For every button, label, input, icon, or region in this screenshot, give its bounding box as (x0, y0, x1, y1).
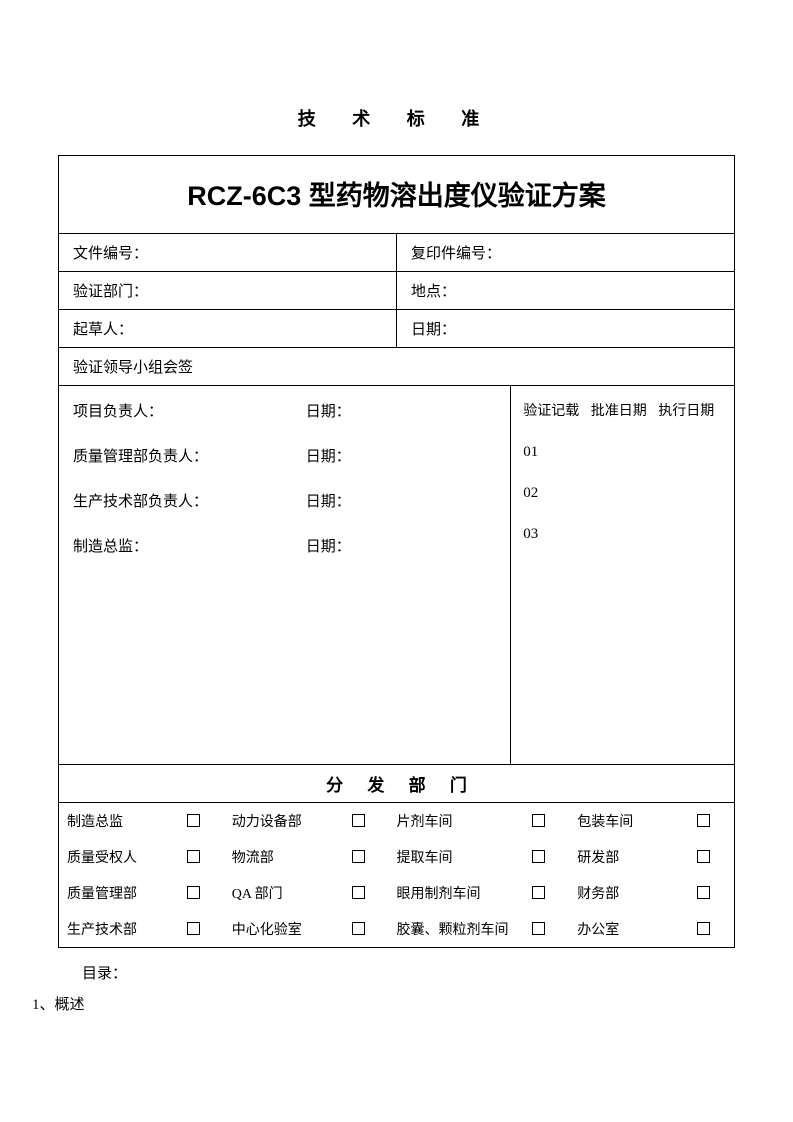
doc-no-label: 文件编号： (59, 234, 397, 272)
distribution-title: 分 发 部 门 (59, 765, 734, 803)
verify-dept-label: 验证部门： (59, 272, 397, 310)
checkbox-icon[interactable] (697, 814, 710, 827)
form-box: RCZ-6C3 型药物溶出度仪验证方案 文件编号： 复印件编号： 验证部门： 地… (58, 155, 735, 948)
checkbox-icon[interactable] (352, 850, 365, 863)
record-header: 验证记载 批准日期 执行日期 (523, 400, 726, 420)
checkbox-icon[interactable] (187, 922, 200, 935)
checkbox-icon[interactable] (352, 814, 365, 827)
checkbox-icon[interactable] (697, 886, 710, 899)
dist-row: 质量受权人 物流部 提取车间 研发部 (59, 839, 734, 875)
dist-dept: 质量受权人 (59, 839, 179, 875)
checkbox-icon[interactable] (697, 850, 710, 863)
sign-role-1: 质量管理部负责人： (73, 445, 306, 466)
record-h2: 批准日期 (591, 404, 647, 419)
dist-dept: 提取车间 (388, 839, 524, 875)
dist-dept: 包装车间 (569, 803, 689, 839)
countersign-label: 验证领导小组会签 (59, 348, 734, 386)
sign-role-2: 生产技术部负责人： (73, 490, 306, 511)
checkbox-icon[interactable] (187, 850, 200, 863)
date-label: 日期： (397, 310, 735, 348)
dist-dept: 眼用制剂车间 (388, 875, 524, 911)
record-line-2: 03 (523, 526, 726, 543)
signature-left: 项目负责人： 日期： 质量管理部负责人： 日期： 生产技术部负责人： 日期： 制… (59, 386, 511, 764)
record-line-0: 01 (523, 444, 726, 461)
record-line-1: 02 (523, 485, 726, 502)
signature-block: 项目负责人： 日期： 质量管理部负责人： 日期： 生产技术部负责人： 日期： 制… (59, 386, 734, 765)
checkbox-icon[interactable] (352, 886, 365, 899)
dist-dept: 生产技术部 (59, 911, 179, 947)
dist-dept: 动力设备部 (224, 803, 344, 839)
dist-dept: 中心化验室 (224, 911, 344, 947)
dist-dept: 研发部 (569, 839, 689, 875)
sign-date-3: 日期： (306, 535, 496, 556)
sign-role-0: 项目负责人： (73, 400, 306, 421)
signature-right: 验证记载 批准日期 执行日期 01 02 03 (511, 386, 734, 764)
checkbox-icon[interactable] (532, 886, 545, 899)
dist-dept: 片剂车间 (388, 803, 524, 839)
sign-date-0: 日期： (306, 400, 496, 421)
drafter-label: 起草人： (59, 310, 397, 348)
header-label: 技 术 标 准 (58, 105, 735, 131)
meta-table: 文件编号： 复印件编号： 验证部门： 地点： 起草人： 日期： 验证领导小组会签 (59, 234, 734, 386)
footer-line-2: 1、概述 (32, 993, 735, 1014)
dist-dept: 办公室 (569, 911, 689, 947)
checkbox-icon[interactable] (532, 922, 545, 935)
dist-dept: 制造总监 (59, 803, 179, 839)
dist-row: 质量管理部 QA 部门 眼用制剂车间 财务部 (59, 875, 734, 911)
sign-date-1: 日期： (306, 445, 496, 466)
dist-dept: QA 部门 (224, 875, 344, 911)
record-h1: 验证记载 (523, 404, 579, 419)
dist-dept: 胶囊、颗粒剂车间 (388, 911, 524, 947)
location-label: 地点： (397, 272, 735, 310)
record-h3: 执行日期 (658, 404, 714, 419)
checkbox-icon[interactable] (352, 922, 365, 935)
distribution-table: 制造总监 动力设备部 片剂车间 包装车间 质量受权人 物流部 提取车间 研发部 (59, 803, 734, 947)
checkbox-icon[interactable] (187, 814, 200, 827)
dist-dept: 质量管理部 (59, 875, 179, 911)
checkbox-icon[interactable] (187, 886, 200, 899)
dist-row: 制造总监 动力设备部 片剂车间 包装车间 (59, 803, 734, 839)
copy-no-label: 复印件编号： (397, 234, 735, 272)
form-title: RCZ-6C3 型药物溶出度仪验证方案 (59, 156, 734, 234)
checkbox-icon[interactable] (697, 922, 710, 935)
sign-role-3: 制造总监： (73, 535, 306, 556)
dist-dept: 财务部 (569, 875, 689, 911)
footer-line-1: 目录： (82, 962, 735, 983)
dist-row: 生产技术部 中心化验室 胶囊、颗粒剂车间 办公室 (59, 911, 734, 947)
sign-date-2: 日期： (306, 490, 496, 511)
dist-dept: 物流部 (224, 839, 344, 875)
checkbox-icon[interactable] (532, 814, 545, 827)
checkbox-icon[interactable] (532, 850, 545, 863)
footer: 目录： 1、概述 (58, 962, 735, 1014)
